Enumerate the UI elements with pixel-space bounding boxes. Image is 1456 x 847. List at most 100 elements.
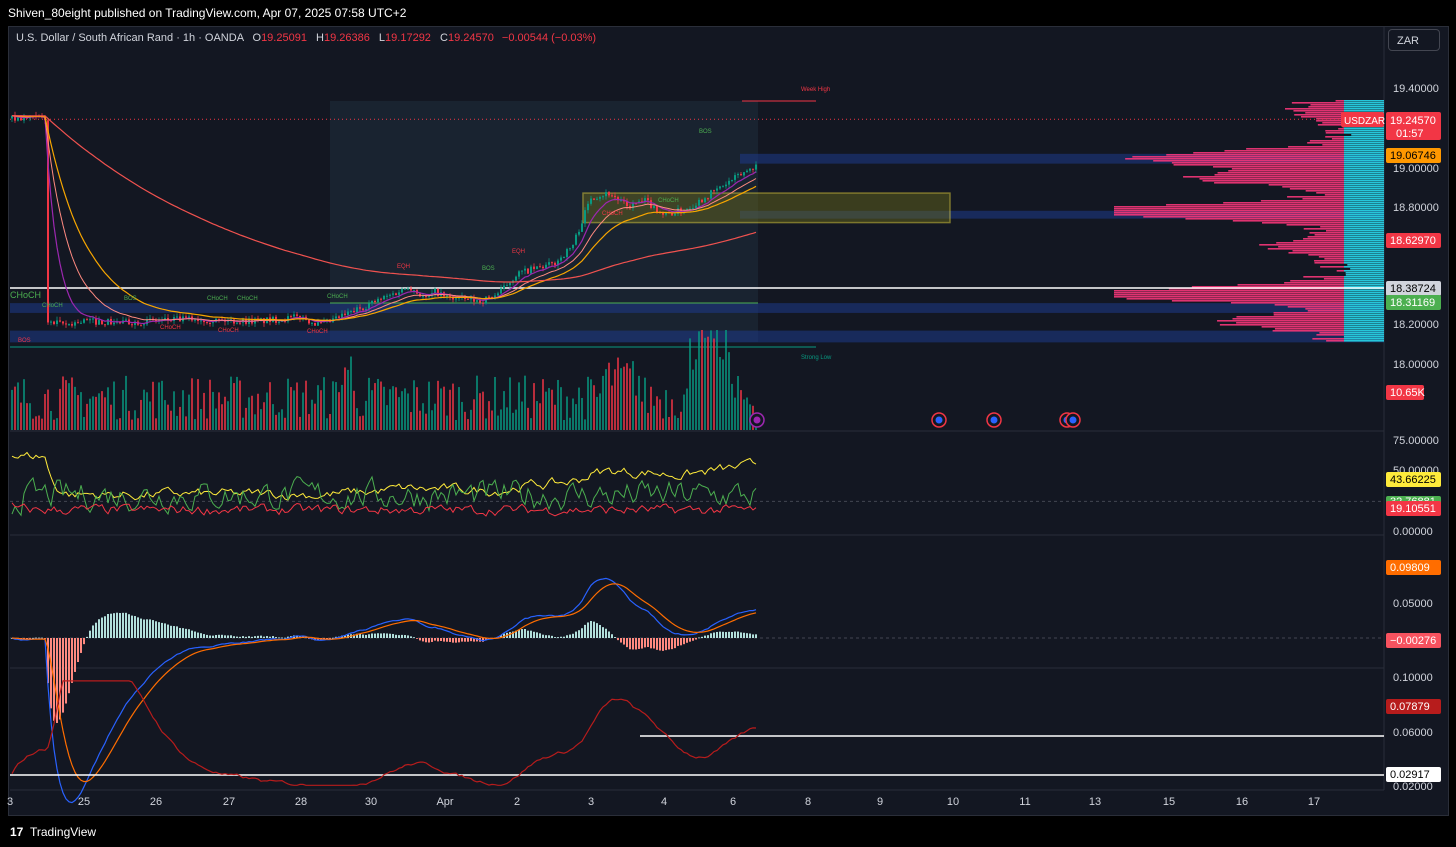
macd-hist-bar bbox=[365, 634, 367, 638]
structure-label: BOS bbox=[699, 129, 712, 135]
macd-hist-bar bbox=[530, 630, 532, 638]
volume-bar bbox=[476, 375, 478, 430]
candle-body bbox=[680, 208, 682, 214]
volume-bar bbox=[59, 388, 61, 430]
macd-hist-bar bbox=[128, 614, 130, 638]
macd-hist-bar bbox=[185, 628, 187, 638]
candle-body bbox=[551, 262, 553, 264]
macd-hist-bar bbox=[188, 629, 190, 638]
candle-body bbox=[497, 293, 499, 296]
volume-bar bbox=[494, 376, 496, 430]
volume-bar bbox=[185, 416, 187, 430]
macd-hist-bar bbox=[398, 635, 400, 638]
volume-bar bbox=[707, 336, 709, 430]
volume-bar bbox=[68, 383, 70, 430]
macd-hist-bar bbox=[38, 637, 40, 639]
macd-hist-bar bbox=[683, 638, 685, 645]
volume-bar bbox=[359, 416, 361, 430]
volume-bar bbox=[710, 330, 712, 430]
candle-body bbox=[488, 296, 490, 298]
candle-body bbox=[707, 198, 709, 200]
volume-bar bbox=[44, 394, 46, 430]
macd-hist-bar bbox=[503, 633, 505, 638]
macd-hist-bar bbox=[605, 628, 607, 638]
candle-body bbox=[635, 203, 637, 205]
volume-bar bbox=[245, 407, 247, 430]
volume-bar bbox=[341, 384, 343, 430]
macd-hist-bar bbox=[674, 638, 676, 649]
candle-body bbox=[518, 271, 520, 277]
volume-bar bbox=[551, 389, 553, 430]
volume-bar bbox=[545, 391, 547, 430]
volume-bar bbox=[257, 393, 259, 430]
volume-bar bbox=[662, 418, 664, 430]
time-tick: 17 bbox=[1308, 796, 1320, 808]
candle-body bbox=[203, 320, 205, 323]
macd-hist-bar bbox=[473, 638, 475, 642]
macd-hist-bar bbox=[215, 635, 217, 638]
candle-body bbox=[749, 168, 751, 171]
volume-bar bbox=[212, 391, 214, 430]
candle-body bbox=[95, 318, 97, 325]
volume-bar bbox=[440, 388, 442, 430]
macd-hist-bar bbox=[83, 638, 85, 645]
macd-hist-bar bbox=[623, 638, 625, 645]
candle-body bbox=[545, 264, 547, 269]
rsi-red-tag-bg bbox=[1386, 501, 1441, 516]
volume-bar bbox=[149, 401, 151, 430]
macd-hist-bar bbox=[653, 638, 655, 649]
macd-hist-bar bbox=[266, 636, 268, 638]
volume-bar bbox=[692, 369, 694, 430]
volume-bar bbox=[197, 379, 199, 430]
candle-body bbox=[713, 190, 715, 192]
level-green-tag: 18.31169 bbox=[1390, 297, 1435, 309]
macd-hist-bar bbox=[590, 620, 592, 638]
candle-body bbox=[410, 288, 412, 291]
volume-bar bbox=[317, 385, 319, 430]
currency-button[interactable]: ZAR bbox=[1388, 29, 1440, 51]
candle-body bbox=[716, 188, 718, 191]
close-label: C bbox=[440, 32, 448, 44]
macd-hist-bar bbox=[239, 636, 241, 638]
candle-body bbox=[197, 319, 199, 321]
candle-body bbox=[548, 262, 550, 265]
price-tick: 18.80000 bbox=[1393, 202, 1439, 214]
candle-body bbox=[650, 200, 652, 208]
candle-body bbox=[281, 320, 283, 322]
macd-hist-bar bbox=[659, 638, 661, 651]
volume-bar bbox=[263, 402, 265, 430]
macd-hist-bar bbox=[392, 633, 394, 638]
time-tick: 3 bbox=[588, 796, 594, 808]
volume-bar bbox=[671, 399, 673, 430]
macd-hist-bar bbox=[611, 634, 613, 638]
volume-bar bbox=[704, 337, 706, 430]
candle-body bbox=[653, 205, 655, 208]
macd-hist-bar bbox=[527, 630, 529, 638]
supply-demand-zone bbox=[740, 210, 1384, 219]
volume-bar bbox=[566, 396, 568, 430]
volume-bar bbox=[575, 404, 577, 430]
volume-bar bbox=[17, 382, 19, 430]
volume-bar bbox=[686, 388, 688, 430]
macd-hist-bar bbox=[77, 638, 79, 663]
macd-hist-bar bbox=[371, 633, 373, 638]
macd-hist-bar bbox=[632, 638, 634, 650]
volume-bar bbox=[74, 386, 76, 430]
structure-label: CHoCH bbox=[307, 329, 328, 335]
volume-bar bbox=[500, 409, 502, 430]
candle-body bbox=[398, 292, 400, 295]
macd-hist-bar bbox=[686, 638, 688, 643]
volume-bar bbox=[224, 396, 226, 430]
macd-hist-bar bbox=[230, 635, 232, 638]
candle-body bbox=[494, 295, 496, 298]
candle-body bbox=[467, 298, 469, 300]
candle-body bbox=[113, 322, 115, 325]
volume-bar bbox=[395, 387, 397, 430]
volume-bar bbox=[146, 392, 148, 430]
macd-hist-bar bbox=[380, 633, 382, 638]
macd-hist-bar bbox=[458, 638, 460, 643]
macd-hist-bar bbox=[440, 638, 442, 641]
macd-hist-bar bbox=[32, 637, 34, 639]
candle-body bbox=[155, 319, 157, 322]
